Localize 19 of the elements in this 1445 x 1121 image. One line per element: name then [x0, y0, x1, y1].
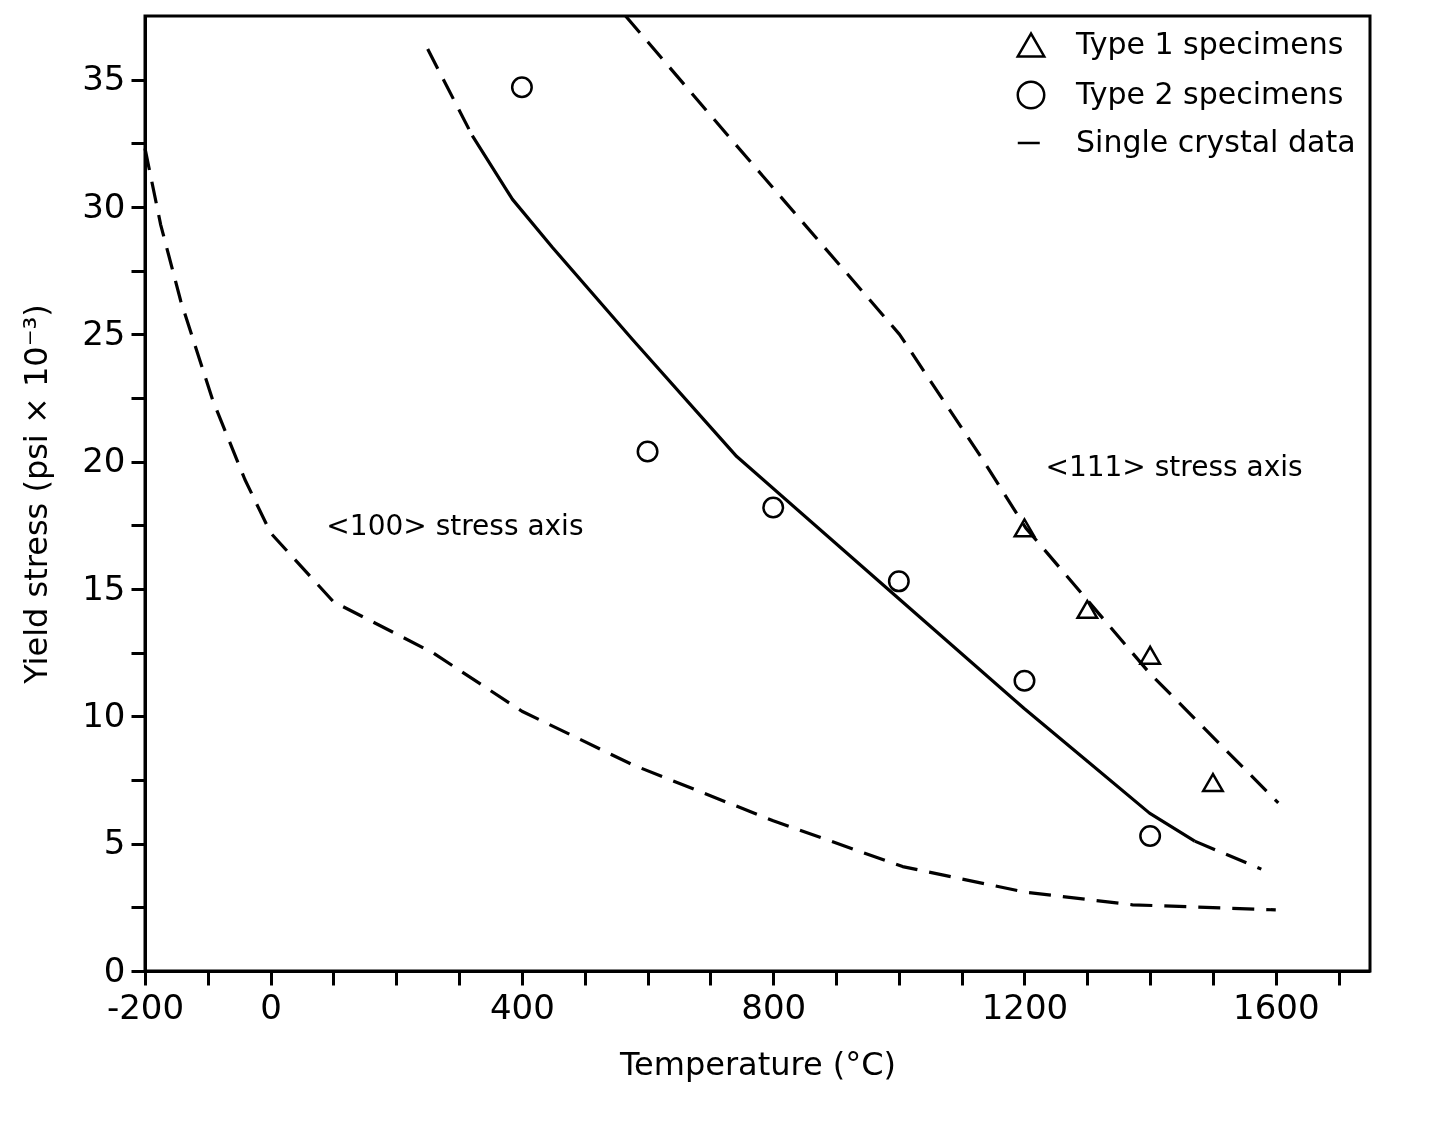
- x-tick-label: 0: [260, 986, 282, 1027]
- annotation: <100> stress axis: [326, 508, 584, 542]
- y-tick-label: 5: [103, 822, 126, 863]
- legend-label: Single crystal data: [1076, 124, 1356, 159]
- y-axis-title: Yield stress (psi × 10⁻³): [17, 304, 56, 685]
- x-tick-label: 1200: [981, 986, 1069, 1027]
- x-tick-label: 800: [741, 986, 807, 1027]
- x-axis-title: Temperature (°C): [618, 1044, 897, 1083]
- y-tick-label: 25: [82, 312, 126, 353]
- y-tick-label: 20: [82, 440, 126, 481]
- legend-label: Type 2 specimens: [1075, 76, 1344, 111]
- x-tick-label: 1600: [1233, 986, 1320, 1027]
- x-tick-label: 400: [489, 986, 555, 1027]
- legend-label: Type 1 specimens: [1075, 26, 1344, 61]
- y-tick-label: 30: [82, 185, 126, 226]
- y-tick-label: 10: [82, 694, 126, 735]
- y-tick-label: 15: [82, 567, 126, 608]
- annotation: <111> stress axis: [1045, 449, 1303, 483]
- y-tick-label: 35: [82, 58, 126, 99]
